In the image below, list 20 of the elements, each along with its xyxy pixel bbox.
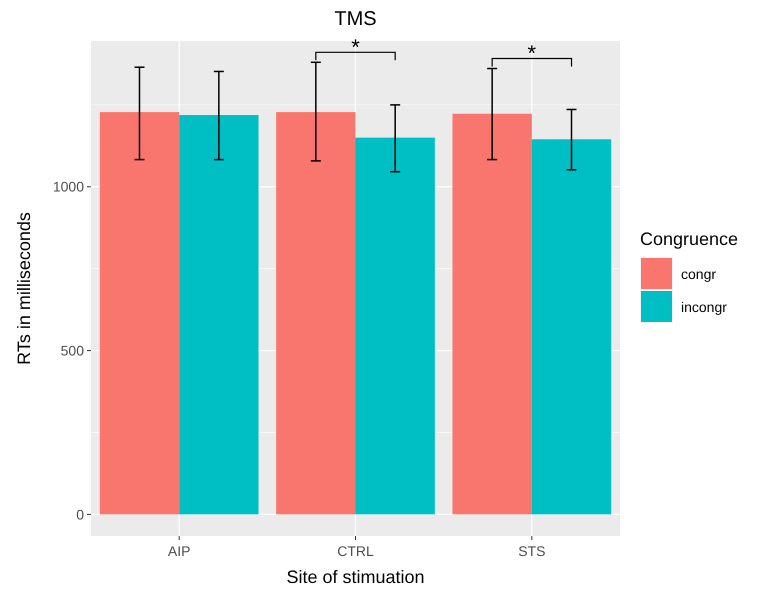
x-tick-label: CTRL bbox=[337, 543, 374, 559]
y-tick-label: 0 bbox=[76, 506, 84, 522]
y-axis-title: RTs in milliseconds bbox=[14, 212, 34, 365]
legend-label: congr bbox=[681, 266, 716, 282]
legend-title: Congruence bbox=[640, 229, 738, 249]
bar bbox=[356, 138, 435, 514]
bar bbox=[276, 112, 356, 514]
y-tick-label: 1000 bbox=[52, 178, 84, 195]
bar bbox=[532, 139, 612, 514]
bar bbox=[452, 114, 532, 514]
annotation: * bbox=[528, 40, 537, 66]
y-tick-label: 500 bbox=[60, 342, 84, 358]
bar bbox=[100, 112, 180, 514]
x-tick-label: AIP bbox=[168, 543, 190, 559]
bar bbox=[179, 115, 259, 514]
x-tick-label: STS bbox=[518, 543, 546, 559]
legend-label: incongr bbox=[681, 298, 728, 315]
annotation: * bbox=[351, 34, 360, 60]
chart-title: TMS bbox=[334, 8, 377, 30]
x-axis-title: Site of stimuation bbox=[286, 567, 425, 587]
